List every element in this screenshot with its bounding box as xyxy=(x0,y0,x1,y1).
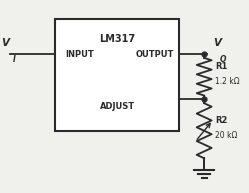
Text: V: V xyxy=(1,38,9,48)
Text: 1.2 kΩ: 1.2 kΩ xyxy=(215,77,240,86)
Text: V: V xyxy=(213,38,221,48)
Text: R2: R2 xyxy=(215,116,228,125)
Text: LM317: LM317 xyxy=(99,34,135,44)
Bar xyxy=(55,19,179,131)
Text: I: I xyxy=(12,55,15,64)
Text: ADJUST: ADJUST xyxy=(99,102,135,111)
Text: O: O xyxy=(220,55,226,64)
Text: INPUT: INPUT xyxy=(65,50,94,58)
Text: OUTPUT: OUTPUT xyxy=(135,50,174,58)
Text: 20 kΩ: 20 kΩ xyxy=(215,131,238,140)
Text: R1: R1 xyxy=(215,62,228,71)
